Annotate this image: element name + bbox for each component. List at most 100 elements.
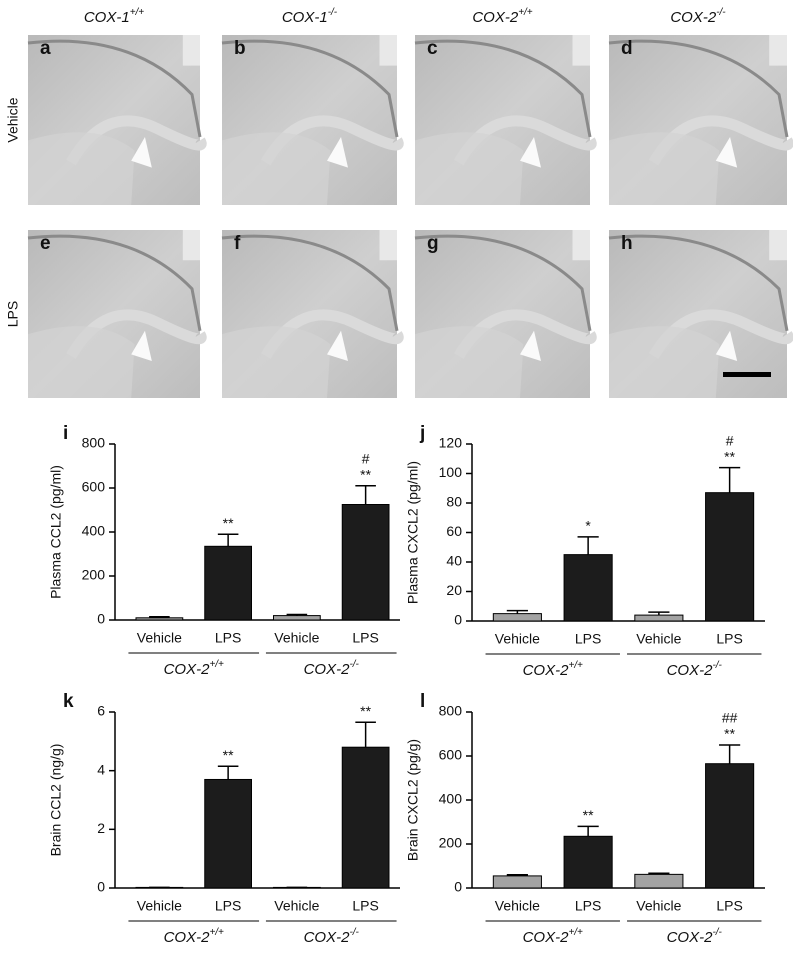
ventricle bbox=[327, 330, 348, 362]
y-tick-label: 6 bbox=[97, 703, 105, 719]
micrograph bbox=[27, 230, 207, 398]
y-tick-label: 100 bbox=[439, 464, 463, 480]
panel-label: c bbox=[427, 38, 438, 59]
column-header: COX-2+/+ bbox=[472, 7, 532, 26]
error-bar bbox=[355, 485, 376, 505]
panel-label: f bbox=[234, 233, 241, 254]
micrograph bbox=[608, 35, 793, 205]
micrograph bbox=[608, 230, 793, 398]
panel-label: j bbox=[419, 423, 425, 444]
row-label: Vehicle bbox=[5, 97, 21, 142]
y-tick-label: 600 bbox=[439, 747, 463, 763]
y-tick-label: 0 bbox=[97, 611, 105, 627]
significance-mark: ** bbox=[583, 807, 594, 823]
group-label: COX-2-/- bbox=[304, 659, 360, 678]
column-header-main: COX-2 bbox=[472, 9, 519, 26]
group-label-sup: +/+ bbox=[568, 927, 583, 938]
y-tick-label: 4 bbox=[97, 761, 105, 777]
striatum bbox=[222, 326, 331, 398]
bar bbox=[492, 875, 542, 889]
group-label-main: COX-2 bbox=[523, 662, 570, 679]
group-label: COX-2+/+ bbox=[523, 927, 583, 946]
column-header-sup: +/+ bbox=[130, 7, 145, 18]
error-bar bbox=[719, 466, 741, 493]
outside bbox=[769, 35, 787, 66]
panel-label: d bbox=[621, 38, 633, 59]
bar bbox=[705, 492, 755, 622]
panel-label: a bbox=[40, 38, 51, 59]
group-label-sup: -/- bbox=[712, 660, 722, 671]
group-label-main: COX-2 bbox=[304, 661, 351, 678]
row-label: LPS bbox=[5, 301, 21, 327]
group-label-main: COX-2 bbox=[164, 929, 211, 946]
cortex-edge bbox=[608, 39, 789, 138]
column-header: COX-1+/+ bbox=[84, 7, 144, 26]
striatum bbox=[609, 132, 720, 205]
outside bbox=[572, 230, 590, 261]
panel-label: i bbox=[63, 423, 68, 444]
micrograph bbox=[414, 35, 597, 205]
group-label-sup: +/+ bbox=[209, 927, 224, 938]
striatum bbox=[28, 132, 135, 205]
group-label-main: COX-2 bbox=[667, 662, 714, 679]
panel-label: h bbox=[621, 233, 633, 254]
striatum bbox=[415, 326, 524, 398]
bar bbox=[705, 763, 755, 889]
cortex-edge bbox=[27, 234, 202, 332]
column-header-main: COX-2 bbox=[670, 9, 717, 26]
bar bbox=[204, 778, 252, 889]
micrograph bbox=[414, 230, 597, 398]
error-bar bbox=[648, 872, 670, 875]
scale-bar bbox=[723, 372, 771, 377]
x-tick-label: LPS bbox=[575, 898, 601, 914]
column-header-main: COX-1 bbox=[84, 9, 130, 26]
bar bbox=[204, 545, 252, 621]
micrograph bbox=[27, 35, 207, 205]
y-tick-label: 20 bbox=[446, 582, 462, 598]
panel-label: l bbox=[420, 691, 425, 712]
y-tick-label: 200 bbox=[82, 567, 106, 583]
significance-mark: ** bbox=[360, 703, 371, 719]
group-label-main: COX-2 bbox=[667, 929, 714, 946]
outside bbox=[572, 35, 590, 66]
y-tick-label: 80 bbox=[446, 494, 462, 510]
y-tick-label: 40 bbox=[446, 553, 462, 569]
x-tick-label: Vehicle bbox=[636, 631, 681, 647]
y-tick-label: 400 bbox=[439, 791, 463, 807]
column-header: COX-2-/- bbox=[670, 7, 726, 26]
panel-label: e bbox=[40, 233, 51, 254]
bar bbox=[273, 615, 321, 621]
bar bbox=[634, 873, 684, 889]
x-tick-label: Vehicle bbox=[495, 631, 540, 647]
ventricle bbox=[131, 137, 152, 168]
significance-mark: ** bbox=[360, 467, 371, 483]
significance-mark: ** bbox=[724, 726, 735, 742]
y-tick-label: 0 bbox=[454, 879, 462, 895]
significance-mark: # bbox=[726, 432, 734, 448]
column-header-main: COX-1 bbox=[282, 9, 328, 26]
x-tick-label: Vehicle bbox=[495, 898, 540, 914]
cortex-edge bbox=[221, 39, 399, 138]
significance-mark: * bbox=[585, 518, 591, 534]
error-bar bbox=[286, 613, 308, 616]
group-label-main: COX-2 bbox=[523, 929, 570, 946]
y-tick-label: 800 bbox=[82, 435, 106, 451]
outside bbox=[182, 35, 200, 66]
error-bar bbox=[577, 825, 599, 837]
y-axis-label: Brain CXCL2 (pg/g) bbox=[405, 739, 421, 861]
x-tick-label: LPS bbox=[575, 631, 601, 647]
error-bar bbox=[355, 721, 376, 748]
striatum bbox=[28, 326, 135, 398]
x-tick-label: LPS bbox=[215, 898, 241, 914]
group-label-sup: -/- bbox=[349, 659, 359, 670]
x-tick-label: Vehicle bbox=[274, 898, 319, 914]
significance-mark: # bbox=[362, 451, 370, 467]
column-header: COX-1-/- bbox=[282, 7, 338, 26]
group-label: COX-2+/+ bbox=[523, 660, 583, 679]
bar bbox=[563, 835, 613, 889]
cortex-edge bbox=[414, 234, 592, 332]
group-label-main: COX-2 bbox=[304, 929, 351, 946]
micrograph bbox=[221, 230, 404, 398]
y-axis-label: Brain CCL2 (ng/g) bbox=[48, 744, 64, 857]
